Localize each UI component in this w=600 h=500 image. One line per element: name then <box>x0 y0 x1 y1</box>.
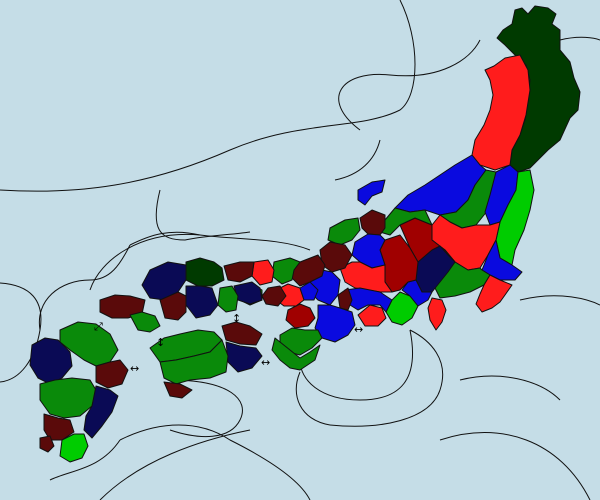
province-kii-south[interactable] <box>271 337 321 371</box>
province-tosa-south[interactable] <box>163 381 193 399</box>
province-kaga[interactable] <box>327 217 361 246</box>
province-suruga[interactable] <box>385 291 419 326</box>
province-satsuma[interactable] <box>43 413 75 441</box>
province-hizen[interactable] <box>29 337 73 385</box>
province-bungo[interactable] <box>83 385 119 439</box>
sea-link-icon: ↕ <box>232 312 241 325</box>
sea-link-icon: ↔ <box>261 356 270 369</box>
province-izumo[interactable] <box>185 257 225 287</box>
sea-link-icon: ↔ <box>354 323 363 336</box>
provinces[interactable] <box>99 5 581 371</box>
province-ise[interactable] <box>314 304 356 343</box>
province-awa[interactable] <box>225 341 263 373</box>
province-iga[interactable] <box>337 287 353 311</box>
province-mino[interactable] <box>351 233 386 269</box>
province-hida[interactable] <box>359 209 386 236</box>
province-wakasa[interactable] <box>271 257 301 285</box>
province-mikawa[interactable] <box>339 261 393 293</box>
province-kazusa[interactable] <box>475 274 513 313</box>
sea-links: ↔ ↔ ↕ ↕ ↔ ⤢ <box>94 312 363 375</box>
shikoku[interactable] <box>149 321 263 399</box>
sea-link-icon: ↕ <box>156 336 165 349</box>
province-ise-coast[interactable] <box>344 287 393 313</box>
province-totomi[interactable] <box>401 279 433 307</box>
province-osumi[interactable] <box>39 435 55 453</box>
province-buzen[interactable] <box>95 359 129 389</box>
province-aki[interactable] <box>159 291 187 321</box>
province-mimasaka[interactable] <box>233 281 263 305</box>
province-izu[interactable] <box>427 297 447 331</box>
sea-link-icon: ⤢ <box>94 320 103 333</box>
province-suo[interactable] <box>129 311 161 333</box>
province-hyuga[interactable] <box>59 433 89 463</box>
kyushu[interactable] <box>29 321 129 463</box>
province-sado[interactable] <box>357 179 386 206</box>
province-bingo[interactable] <box>185 285 219 319</box>
province-inaba[interactable] <box>223 261 255 283</box>
province-yamato[interactable] <box>285 303 316 329</box>
sea-link-icon: ↔ <box>130 362 139 375</box>
province-sanuki[interactable] <box>221 321 263 346</box>
